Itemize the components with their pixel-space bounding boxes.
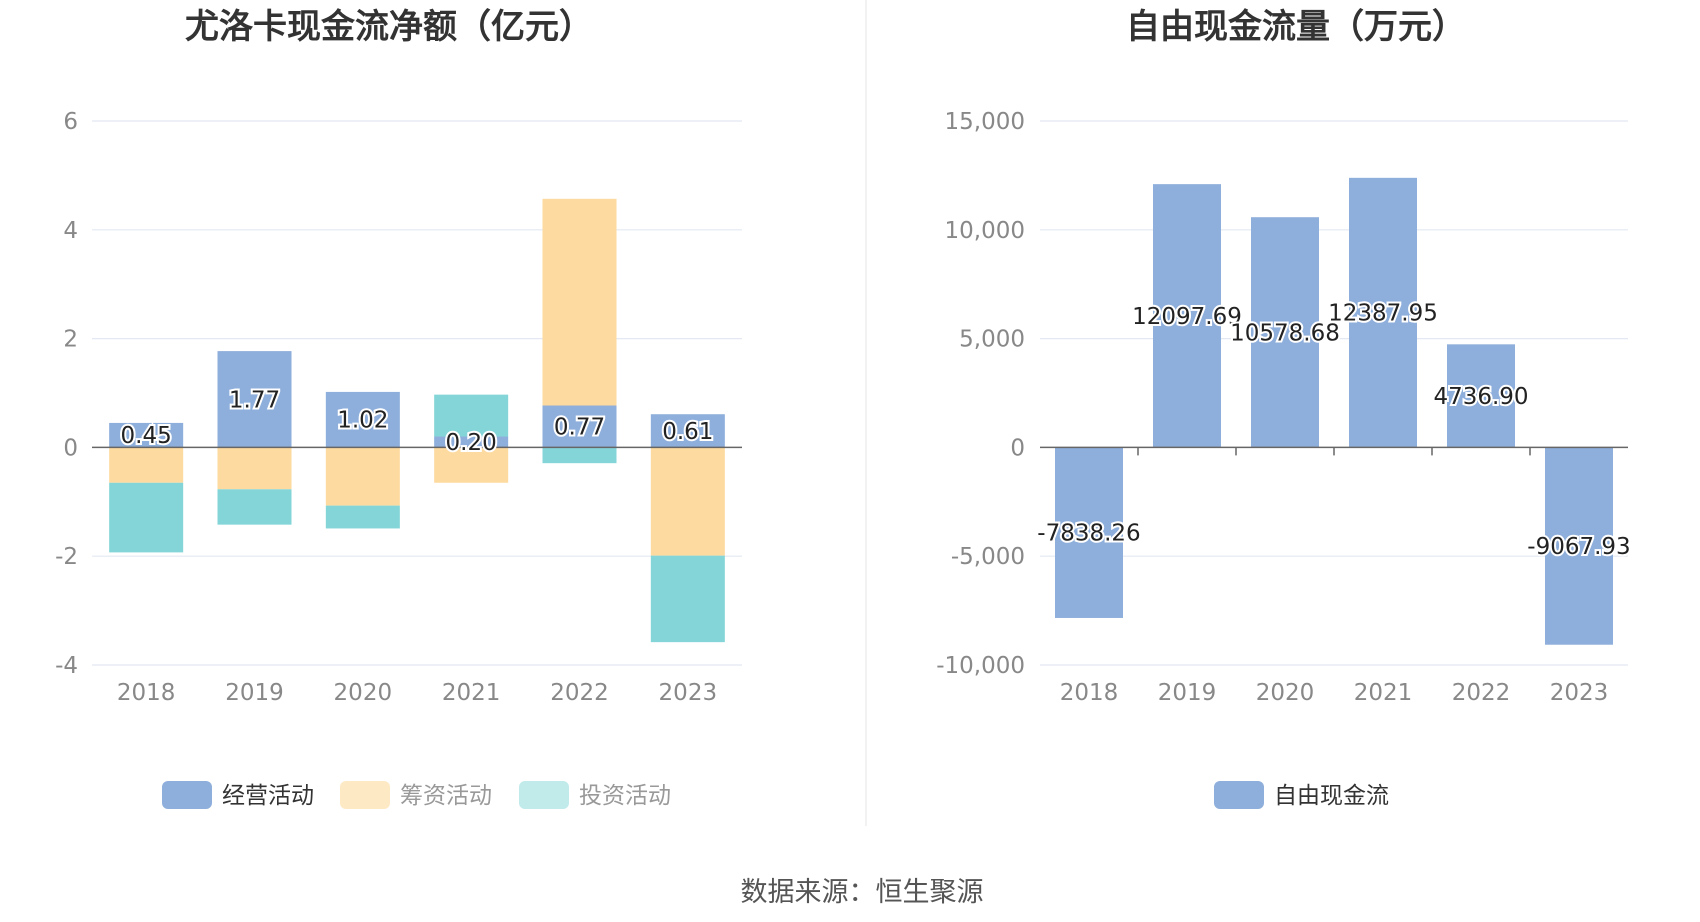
bar-operating-2023[interactable]	[650, 414, 725, 448]
legend-swatch-operating	[162, 781, 212, 809]
free-cash-flow-value-label: -9067.93	[1527, 534, 1630, 560]
left-x-tick-label: 2018	[117, 680, 176, 706]
left-legend: 经营活动 筹资活动 投资活动	[162, 781, 671, 809]
operating-value-label: 0.77	[554, 414, 605, 440]
right-x-tick-label: 2019	[1158, 680, 1217, 706]
operating-value-label: 0.45	[121, 423, 172, 449]
free-cash-flow-value-label: 10578.68	[1230, 320, 1340, 346]
left-x-tick-label: 2020	[334, 680, 393, 706]
operating-value-label: 1.02	[337, 408, 388, 434]
right-axis: 15,000 10,000 5,000 0 -5,000 -10,000 2018 2019 2…	[936, 109, 1628, 706]
bar-free-cash-flow-2019[interactable]	[1153, 184, 1221, 448]
left-x-tick-label: 2023	[659, 680, 718, 706]
legend-label-free-cash-flow: 自由现金流	[1274, 783, 1389, 809]
left-x-tick-label: 2021	[442, 680, 501, 706]
left-chart-title: 尤洛卡现金流净额（亿元）	[185, 7, 593, 47]
right-x-tick-label: 2022	[1452, 680, 1511, 706]
bar-investing-2022[interactable]	[542, 447, 617, 464]
bar-financing-2018[interactable]	[109, 447, 184, 483]
right-y-tick-label: -5,000	[951, 544, 1025, 570]
bar-operating-2019[interactable]	[217, 351, 292, 448]
operating-value-label: 0.20	[446, 430, 497, 456]
bar-investing-2023[interactable]	[650, 555, 725, 643]
bar-free-cash-flow-2022[interactable]	[1447, 344, 1515, 448]
operating-value-label: 1.77	[229, 387, 280, 413]
bar-operating-2021[interactable]	[434, 436, 509, 448]
left-data-labels: 0.45 1.77 1.02 0.20 0.77 0.61	[119, 385, 716, 458]
bar-financing-2021[interactable]	[434, 447, 509, 483]
left-y-tick-label: -2	[55, 544, 78, 570]
right-chart-title: 自由现金流量（万元）	[1126, 7, 1466, 47]
legend-label-financing: 筹资活动	[400, 783, 492, 809]
bar-operating-2022[interactable]	[542, 405, 617, 448]
bar-operating-2020[interactable]	[325, 391, 400, 448]
bar-financing-2022[interactable]	[542, 198, 617, 406]
right-x-tick-label: 2023	[1550, 680, 1609, 706]
right-x-tick-label: 2018	[1060, 680, 1119, 706]
legend-label-investing: 投资活动	[579, 783, 671, 809]
free-cash-flow-value-label: 12097.69	[1132, 304, 1242, 330]
legend-item-financing[interactable]: 筹资活动	[340, 781, 492, 809]
right-y-tick-label: 10,000	[945, 218, 1025, 244]
bar-investing-2020[interactable]	[325, 505, 400, 529]
left-x-tick-label: 2019	[225, 680, 284, 706]
bar-operating-2018[interactable]	[109, 422, 184, 448]
bar-financing-2019[interactable]	[217, 447, 292, 490]
left-y-tick-label: 4	[63, 218, 78, 244]
bar-investing-2021[interactable]	[434, 394, 509, 437]
left-bars	[109, 198, 725, 643]
legend-swatch-investing	[519, 781, 569, 809]
bar-financing-2023[interactable]	[650, 447, 725, 556]
left-axis: 6 4 2 0 -2 -4 2018 2019 2020 2021 2022 2023	[55, 109, 742, 706]
free-cash-flow-value-label: 12387.95	[1328, 301, 1438, 327]
left-y-tick-label: 2	[63, 327, 78, 353]
cash-flow-net-chart: 尤洛卡现金流净额（亿元） 6 4 2 0 -2 -4 2018 2019 2020 2021 202…	[55, 7, 742, 809]
left-y-tick-label: -4	[55, 653, 78, 679]
free-cash-flow-value-label: 4736.90	[1433, 384, 1528, 410]
left-gridlines	[92, 120, 742, 666]
data-source-note: 数据来源：恒生聚源	[741, 877, 984, 908]
right-gridlines	[1040, 120, 1628, 666]
right-y-tick-label: 5,000	[959, 327, 1025, 353]
bar-investing-2019[interactable]	[217, 489, 292, 525]
bar-free-cash-flow-2021[interactable]	[1349, 177, 1417, 448]
left-x-tick-label: 2022	[550, 680, 609, 706]
right-x-tick-label: 2020	[1256, 680, 1315, 706]
free-cash-flow-chart: 自由现金流量（万元） 15,000 10,000 5,000 0 -5,000 -10,0…	[936, 7, 1633, 809]
legend-item-operating[interactable]: 经营活动	[162, 781, 314, 809]
left-y-tick-label: 0	[63, 435, 78, 461]
legend-swatch-free-cash-flow	[1214, 781, 1264, 809]
bar-investing-2018[interactable]	[109, 482, 184, 553]
right-y-tick-label: 15,000	[945, 109, 1025, 135]
legend-item-investing[interactable]: 投资活动	[519, 781, 671, 809]
bar-free-cash-flow-2020[interactable]	[1251, 217, 1319, 448]
right-x-tick-label: 2021	[1354, 680, 1413, 706]
right-y-tick-label: -10,000	[936, 653, 1025, 679]
right-y-tick-label: 0	[1010, 435, 1025, 461]
right-legend: 自由现金流	[1214, 781, 1389, 809]
free-cash-flow-value-label: -7838.26	[1037, 521, 1140, 547]
bar-free-cash-flow-2023[interactable]	[1545, 447, 1613, 645]
bar-free-cash-flow-2018[interactable]	[1055, 447, 1123, 618]
legend-label-operating: 经营活动	[222, 783, 314, 809]
bar-financing-2020[interactable]	[325, 447, 400, 506]
operating-value-label: 0.61	[662, 419, 713, 445]
legend-swatch-financing	[340, 781, 390, 809]
left-y-tick-label: 6	[63, 109, 78, 135]
right-bars	[1055, 177, 1613, 645]
legend-item-free-cash-flow[interactable]: 自由现金流	[1214, 781, 1389, 809]
